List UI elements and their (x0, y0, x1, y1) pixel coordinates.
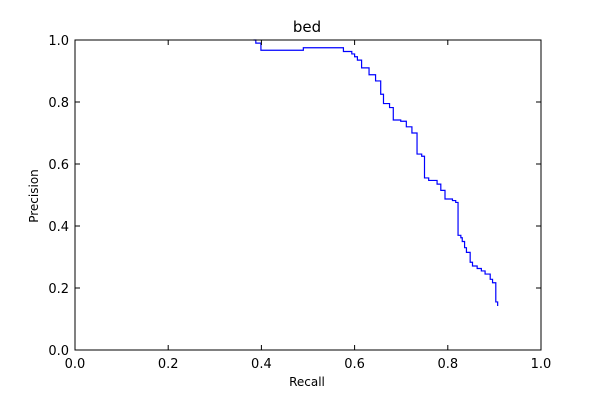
x-tick-label: 0.2 (158, 357, 179, 372)
y-tick-label: 0.6 (48, 158, 69, 173)
x-tick-label: 0.0 (65, 357, 86, 372)
chart-title: bed (293, 18, 321, 36)
plot-frame (74, 39, 542, 351)
x-axis-label: Recall (289, 375, 325, 389)
series-line-0 (253, 39, 499, 306)
y-tick-label: 0.2 (48, 282, 69, 297)
y-axis-label: Precision (27, 169, 41, 223)
y-tick-label: 0.8 (48, 96, 69, 111)
plot-area (74, 39, 542, 351)
axis-ticks: 0.0 0.2 0.4 0.6 0.8 1.0 0.0 0.2 0.4 0.6 0.8 1.0 (48, 34, 551, 372)
x-tick-label: 0.6 (344, 357, 365, 372)
y-tick-label: 0.4 (48, 220, 69, 235)
x-tick-label: 1.0 (531, 357, 552, 372)
x-tick-label: 0.8 (437, 357, 458, 372)
x-tick-label: 0.4 (251, 357, 272, 372)
y-tick-label: 1.0 (48, 34, 69, 49)
y-tick-label: 0.0 (48, 344, 69, 359)
